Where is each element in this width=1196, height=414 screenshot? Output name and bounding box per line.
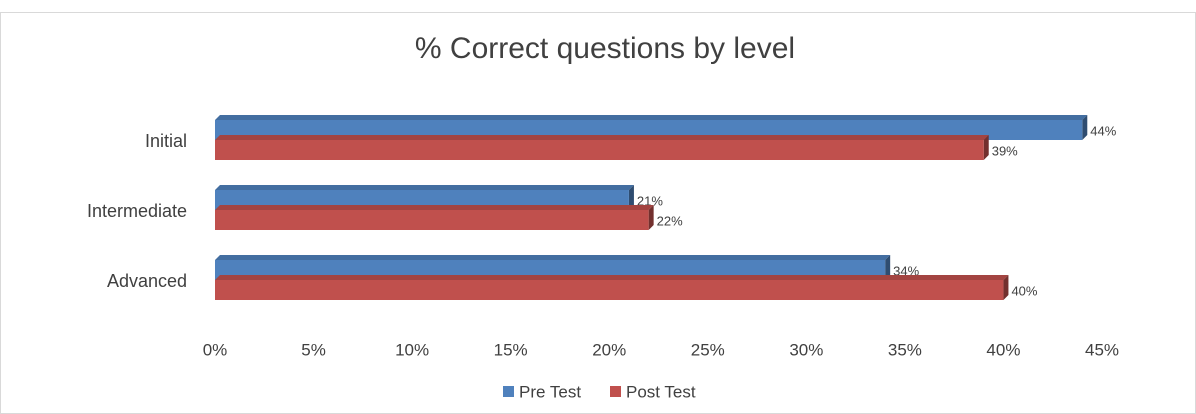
x-tick-label: 15% xyxy=(494,340,528,359)
bar-side xyxy=(648,205,654,230)
bar-side xyxy=(1082,115,1088,140)
data-label: 22% xyxy=(657,213,683,228)
x-tick-label: 30% xyxy=(789,340,823,359)
x-tick-label: 20% xyxy=(592,340,626,359)
data-label: 40% xyxy=(1011,283,1037,298)
legend-swatch xyxy=(610,386,621,397)
legend-label: Pre Test xyxy=(519,382,581,401)
x-tick-label: 0% xyxy=(203,340,228,359)
bar-top xyxy=(215,205,654,210)
bar xyxy=(215,210,649,230)
legend-swatch xyxy=(503,386,514,397)
x-tick-label: 45% xyxy=(1085,340,1119,359)
bar-top xyxy=(215,135,989,140)
bar xyxy=(215,280,1004,300)
bar-top xyxy=(215,255,891,260)
bar-top xyxy=(215,275,1009,280)
y-tick-label: Advanced xyxy=(107,271,187,291)
bar-side xyxy=(983,135,989,160)
x-tick-label: 35% xyxy=(888,340,922,359)
bar-side xyxy=(1003,275,1009,300)
bar-top xyxy=(215,115,1088,120)
data-label: 39% xyxy=(992,143,1018,158)
bar-side xyxy=(885,255,891,280)
y-tick-label: Initial xyxy=(145,131,187,151)
x-tick-label: 10% xyxy=(395,340,429,359)
data-label: 34% xyxy=(893,263,919,278)
bar xyxy=(215,140,984,160)
bar-side xyxy=(628,185,634,210)
x-tick-label: 40% xyxy=(986,340,1020,359)
bar-top xyxy=(215,185,634,190)
y-tick-label: Intermediate xyxy=(87,201,187,221)
x-tick-label: 5% xyxy=(301,340,326,359)
legend-label: Post Test xyxy=(626,382,696,401)
data-label: 44% xyxy=(1090,123,1116,138)
data-label: 21% xyxy=(637,193,663,208)
x-tick-label: 25% xyxy=(691,340,725,359)
chart-title: % Correct questions by level xyxy=(415,32,795,65)
